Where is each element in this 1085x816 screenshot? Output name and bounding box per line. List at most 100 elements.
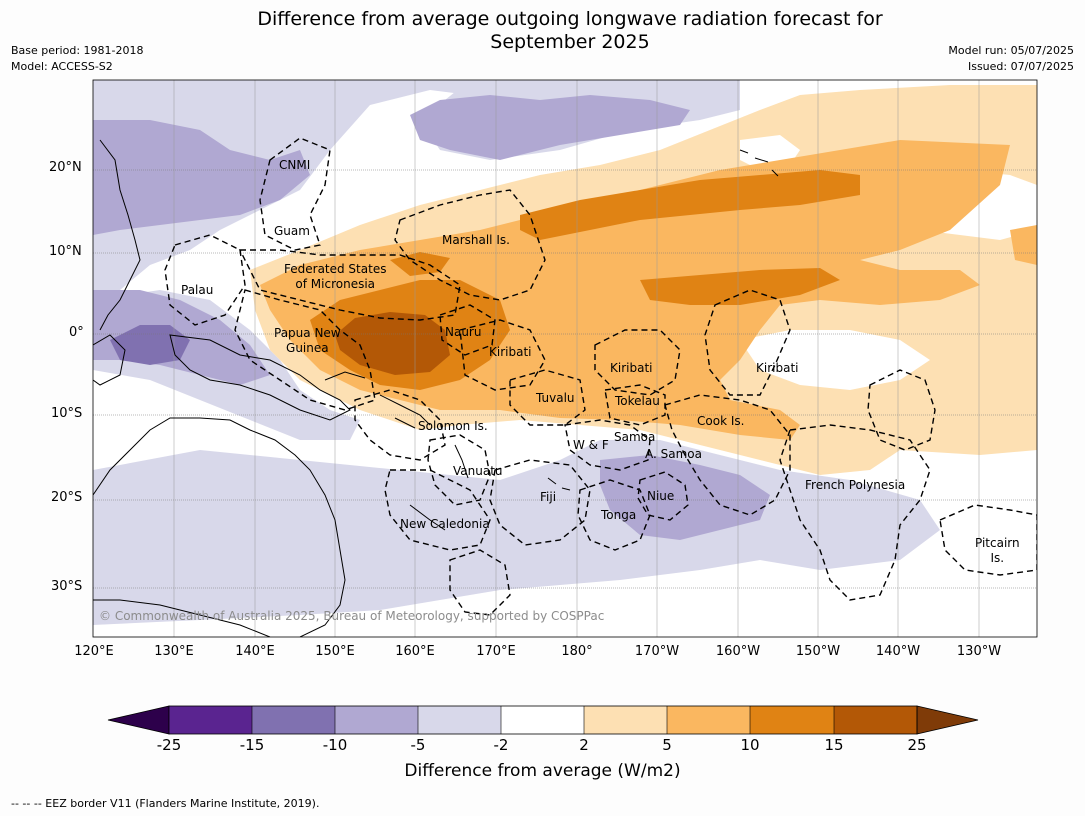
label-tokelau: Tokelau [615, 394, 660, 408]
colorbar-tick-6: 2 [579, 736, 589, 754]
coast-new-britain [324, 371, 366, 381]
x-tick-140w: 140°W [875, 644, 921, 659]
model-name: Model: ACCESS-S2 [11, 60, 113, 73]
eez-tonga [577, 479, 651, 551]
coast-hawaii [739, 149, 779, 177]
colorbar-bin-9 [834, 706, 917, 734]
label-american-samoa: A. Samoa [645, 447, 702, 461]
colorbar-tick-9: 15 [824, 736, 844, 754]
label-vanuatu: Vanuatu [453, 464, 503, 478]
colorbar-bin-7 [667, 706, 750, 734]
x-tick-130w: 130°W [956, 644, 1002, 659]
eez-samoa-wf [564, 419, 651, 471]
eez-line-islands [867, 369, 936, 451]
anomaly-region-mid-purple-n [410, 95, 690, 160]
label-fsm-line-2: of Micronesia [295, 277, 376, 291]
eez-tuvalu [509, 369, 586, 426]
label-samoa: Samoa [614, 430, 656, 444]
title-line-1: Difference from average outgoing longwav… [257, 8, 883, 30]
x-tick-170w: 170°W [634, 644, 680, 659]
colorbar-bin-3 [335, 706, 418, 734]
colorbar-tick-7: 5 [662, 736, 672, 754]
label-fiji: Fiji [540, 490, 557, 504]
anomaly-region-mid-purple-nw [93, 120, 310, 235]
label-pitcairn-line-2: Is. [990, 551, 1005, 565]
eez-kermadec [449, 549, 511, 616]
colorbar-over-arrow [916, 705, 979, 735]
anomaly-gap-east [740, 330, 930, 390]
colorbar-under-arrow [107, 705, 170, 735]
label-tuvalu: Tuvalu [536, 391, 575, 405]
label-marshall-islands: Marshall Is. [442, 233, 510, 247]
issued-date: Issued: 07/07/2025 [967, 60, 1074, 73]
label-cnmi: CNMI [279, 158, 311, 172]
meridians [173, 80, 980, 637]
label-palau: Palau [181, 283, 214, 297]
label-tonga: Tonga [601, 508, 637, 522]
y-tick-0: 0° [69, 325, 84, 340]
eez-new-caledonia [384, 469, 491, 551]
copyright-notice: © Commonwealth of Australia 2025, Bureau… [99, 609, 605, 623]
colorbar-label: Difference from average (W/m2) [404, 761, 681, 781]
label-png-line-2: Guinea [286, 341, 329, 355]
label-pitcairn-line-1: Pitcairn [975, 536, 1020, 550]
anomaly-region-dark-orange-w [390, 252, 450, 276]
y-tick-30s: 30°S [51, 579, 83, 594]
label-solomon-islands: Solomon Is. [418, 419, 488, 433]
eez-vanuatu [427, 434, 491, 506]
coast-new-guinea [169, 334, 351, 421]
title-line-2: September 2025 [490, 31, 650, 53]
x-tick-150e: 150°E [315, 644, 355, 659]
label-kiribati-west: Kiribati [489, 345, 532, 359]
run-info: Model run: 05/07/2025 Issued: 07/07/2025 [948, 43, 1074, 75]
label-new-caledonia: New Caledonia [400, 517, 490, 531]
label-kiribati-central: Kiribati [610, 361, 653, 375]
colorbar-tick-1: -25 [156, 736, 182, 754]
y-tick-20n: 20°N [49, 160, 82, 175]
anomaly-region-deep-orange [335, 312, 450, 375]
coast-vanuatu [454, 444, 469, 479]
eez-palau [164, 234, 246, 326]
x-tick-160e: 160°E [395, 644, 435, 659]
label-niue: Niue [647, 489, 675, 503]
model-run: Model run: 05/07/2025 [948, 44, 1074, 57]
label-french-polynesia: French Polynesia [805, 478, 906, 492]
coast-australia [93, 417, 346, 637]
coastlines [93, 139, 779, 637]
label-cook-islands: Cook Is. [697, 414, 745, 428]
eez-solomon [354, 389, 446, 461]
eez-footnote: -- -- -- EEZ border V11 (Flanders Marine… [11, 797, 320, 810]
colorbar-tick-4: -5 [410, 736, 426, 754]
coast-borneo [93, 334, 126, 386]
label-nauru: Nauru [445, 325, 482, 339]
label-wallis-futuna: W & F [573, 438, 609, 452]
coast-philippines [99, 139, 141, 331]
x-tick-140e: 140°E [235, 644, 275, 659]
colorbar-bin-1 [169, 706, 252, 734]
eez-marshall [394, 189, 546, 301]
colorbar-bin-2 [252, 706, 335, 734]
y-tick-10n: 10°N [49, 244, 82, 259]
eez-fiji [489, 459, 591, 546]
eez-fsm [238, 249, 461, 321]
colorbar-bin-6 [584, 706, 667, 734]
colorbar-tick-10: 25 [907, 736, 927, 754]
x-tick-160w: 160°W [715, 644, 761, 659]
graticule [93, 169, 1037, 589]
eez-niue [637, 471, 689, 521]
anomaly-region-dark-orange-n [520, 170, 860, 240]
eez-cnmi-guam [259, 137, 331, 251]
x-tick-120e: 120°E [74, 644, 114, 659]
colorbar-tick-8: 10 [740, 736, 760, 754]
anomaly-region-mid-purple-s [600, 455, 770, 540]
y-tick-10s: 10°S [51, 406, 83, 421]
label-png: Papua New Guinea [274, 326, 341, 356]
eez-cook [664, 394, 791, 516]
label-fsm: Federated States of Micronesia [284, 262, 386, 292]
anomaly-region-mid-orange-east [1010, 225, 1037, 265]
x-tick-150w: 150°W [795, 644, 841, 659]
eez-tokelau [604, 384, 666, 426]
eez-kiribati-w [459, 319, 546, 391]
label-png-line-1: Papua New [274, 326, 341, 340]
colorbar-tick-5: -2 [493, 736, 509, 754]
